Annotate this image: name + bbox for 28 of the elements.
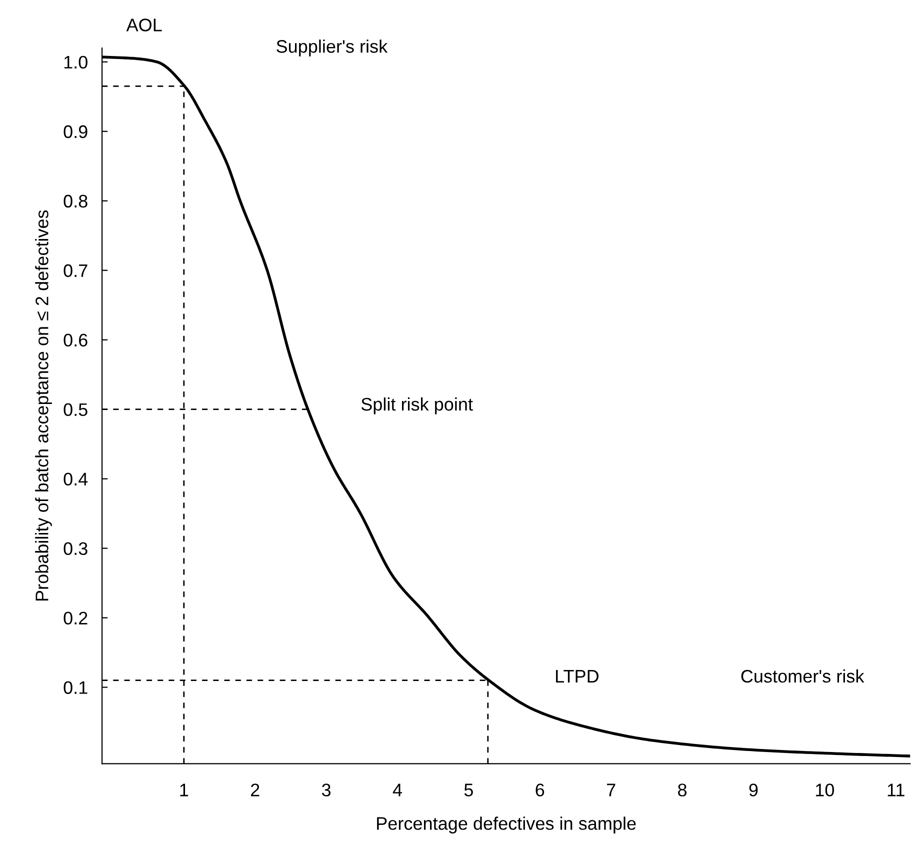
y-tick-label: 0.3 <box>64 542 88 556</box>
y-tick-label: 1.0 <box>64 56 88 69</box>
x-axis-title: Percentage defectives in sample <box>377 816 636 834</box>
annotation: Customer's risk <box>741 669 864 683</box>
y-tick-label: 0.8 <box>64 194 88 208</box>
x-tick-label: 7 <box>606 784 616 796</box>
x-tick-label: 10 <box>816 784 834 796</box>
y-tick-label: 0.4 <box>64 472 88 486</box>
x-tick-label: 4 <box>392 784 402 796</box>
y-tick-label: 0.5 <box>64 403 88 416</box>
annotation: LTPD <box>556 670 598 682</box>
annotation: Split risk point <box>361 397 473 414</box>
text: AOL <box>126 18 162 32</box>
y-tick-label: 0.9 <box>64 125 88 138</box>
x-tick-label: 5 <box>464 784 473 796</box>
x-tick-label: 8 <box>678 784 687 796</box>
x-tick-label: 6 <box>536 784 544 796</box>
x-tick-label: 1 <box>180 784 188 796</box>
y-tick-label: 0.1 <box>64 681 88 694</box>
y-axis-title: Probability of batch acceptance on ≤ 2 defectives <box>35 210 52 601</box>
y-tick-label: 0.7 <box>64 264 88 278</box>
y-tick-label: 0.2 <box>64 612 88 624</box>
x-tick-label: 11 <box>888 784 904 796</box>
y-tick-label: 0.6 <box>64 334 88 347</box>
x-tick-label: 2 <box>250 784 260 796</box>
annotation: Supplier's risk <box>276 40 388 56</box>
x-tick-label: 3 <box>322 784 331 796</box>
x-tick-label: 9 <box>749 784 758 796</box>
